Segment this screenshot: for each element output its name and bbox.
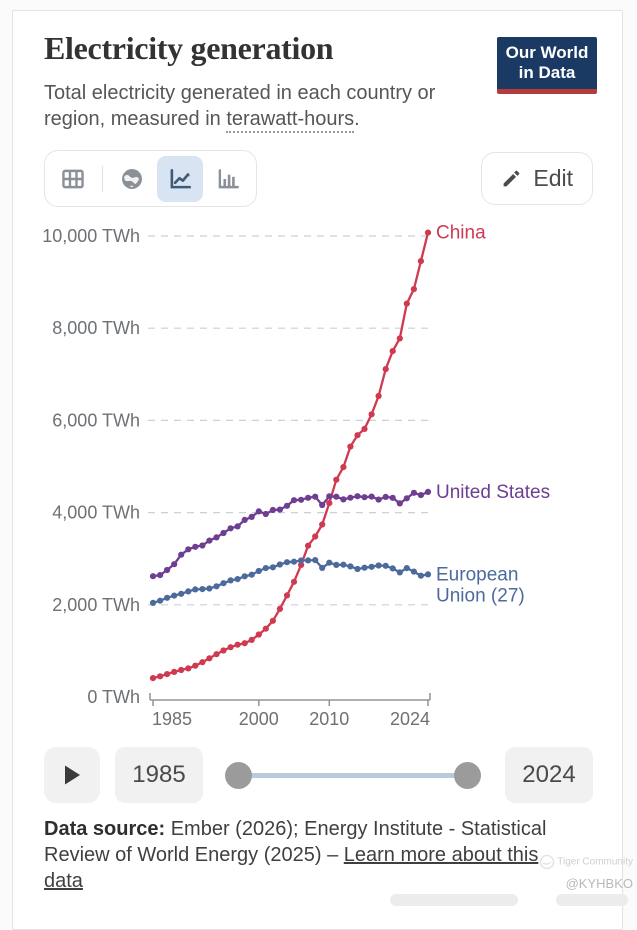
series-label-european-union-27[interactable]: European	[436, 564, 518, 585]
owid-logo-line1: Our World	[505, 42, 589, 62]
chart-subtitle: Total electricity generated in each coun…	[44, 80, 499, 134]
x-axis-label: 2010	[309, 709, 349, 729]
series-line-united-states[interactable]	[152, 490, 429, 578]
play-triangle-icon	[65, 765, 80, 785]
year-range-slider[interactable]	[215, 747, 495, 803]
data-source-note: Data source: Ember (2026); Energy Instit…	[44, 816, 551, 894]
globe-icon	[122, 168, 142, 189]
timeline-end-year[interactable]: 2024	[505, 747, 593, 803]
timeline-controls: 1985 2024	[0, 747, 637, 803]
series-dots-united-states[interactable]	[149, 488, 432, 580]
y-axis-label: 2,000 TWh	[52, 595, 140, 615]
chart-area[interactable]: 0 TWh 2,000 TWh 4,000 TWh 6,000 TWh 8,000 TW…	[0, 215, 637, 742]
line-chart[interactable]: 0 TWh 2,000 TWh 4,000 TWh 6,000 TWh 8,000 TW…	[0, 215, 637, 742]
cutoff-element	[556, 894, 628, 906]
y-axis-label: 8,000 TWh	[52, 318, 140, 338]
x-axis-label: 2000	[239, 709, 279, 729]
subtitle-text: Total electricity generated in each coun…	[44, 82, 436, 131]
table-view-button[interactable]	[50, 156, 96, 202]
series-label-united-states[interactable]: United States	[436, 482, 550, 503]
data-source-label: Data source:	[44, 818, 166, 840]
slider-handle-start[interactable]	[225, 762, 252, 789]
page-title: Electricity generation	[44, 30, 334, 66]
toolbar-divider	[102, 165, 103, 192]
x-axis-label: 1985	[152, 709, 192, 729]
series-line-china[interactable]	[152, 232, 430, 680]
y-axis-label: 0 TWh	[87, 687, 140, 707]
subtitle-period: .	[354, 108, 360, 131]
line-chart-view-button[interactable]	[157, 155, 203, 202]
slider-handle-end[interactable]	[454, 762, 481, 789]
table-icon	[62, 169, 84, 188]
map-view-button[interactable]	[109, 156, 155, 202]
y-axis-label: 10,000 TWh	[42, 226, 140, 246]
data-source-text: Ember (2026); Energy Institute - Statist…	[44, 818, 547, 866]
owid-grapher-page: Electricity generation Our World in Data…	[0, 10, 637, 930]
bar-chart-icon	[218, 168, 239, 188]
play-button[interactable]	[44, 747, 100, 803]
series-dots-china[interactable]	[149, 229, 432, 682]
owid-logo-line2: in Data	[518, 63, 576, 82]
view-switcher	[44, 150, 257, 207]
toolbar: Edit	[44, 150, 593, 207]
watermark: Tiger Community @KYHBKO	[538, 854, 633, 891]
learn-more-link[interactable]: Learn more about this data	[44, 844, 539, 892]
slider-track[interactable]	[238, 773, 468, 778]
series-line-european-union-27[interactable]	[152, 558, 429, 604]
edit-button-label: Edit	[533, 165, 573, 191]
line-chart-icon	[170, 168, 192, 188]
bar-chart-view-button[interactable]	[205, 156, 251, 202]
owid-logo[interactable]: Our World in Data	[497, 37, 597, 94]
subtitle-term-link[interactable]: terawatt-hours	[226, 108, 355, 134]
timeline-start-year[interactable]: 1985	[115, 747, 203, 803]
cutoff-element	[390, 894, 518, 906]
x-axis-label: 2024	[390, 709, 430, 729]
series-label-european-union-27[interactable]: Union (27)	[436, 585, 525, 606]
series-dots-european-union-27[interactable]	[149, 557, 432, 606]
y-axis-label: 6,000 TWh	[52, 410, 140, 430]
watermark-handle: @KYHBKO	[565, 876, 633, 891]
pencil-icon	[503, 170, 520, 187]
watermark-brand: Tiger Community	[538, 854, 633, 870]
edit-button[interactable]: Edit	[481, 152, 593, 205]
watermark-brand-text: Tiger Community	[557, 856, 633, 868]
series-label-china[interactable]: China	[436, 223, 486, 244]
y-axis-label: 4,000 TWh	[52, 503, 140, 523]
tiger-community-icon	[539, 854, 554, 870]
